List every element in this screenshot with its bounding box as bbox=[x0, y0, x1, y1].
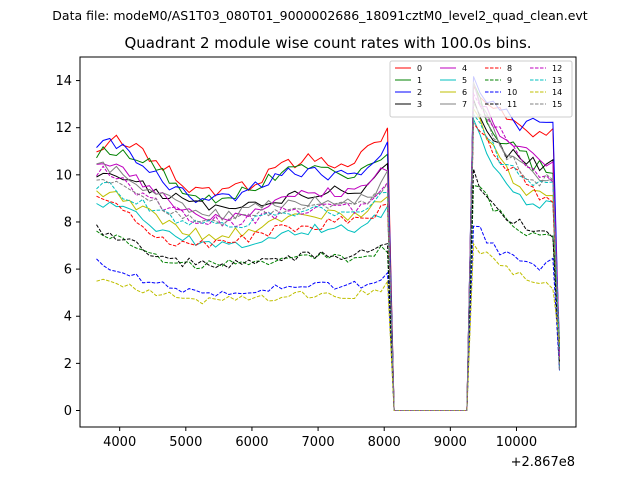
legend-label-7: 7 bbox=[462, 100, 467, 109]
y-tick-label: 0 bbox=[64, 404, 72, 419]
x-tick-label: 10000 bbox=[496, 435, 537, 450]
series-line-3 bbox=[96, 99, 560, 411]
x-tick-label: 5000 bbox=[169, 435, 202, 450]
legend-label-9: 9 bbox=[507, 76, 512, 85]
y-tick-label: 4 bbox=[64, 310, 72, 325]
y-tick-label: 12 bbox=[55, 121, 72, 136]
series-line-4 bbox=[96, 81, 560, 411]
series-line-14 bbox=[96, 242, 560, 411]
legend-label-0: 0 bbox=[417, 64, 422, 73]
legend-label-15: 15 bbox=[552, 100, 562, 109]
axes-frame bbox=[79, 56, 577, 428]
series-line-1 bbox=[96, 82, 560, 411]
legend-label-4: 4 bbox=[462, 64, 467, 73]
series-line-10 bbox=[96, 225, 560, 411]
x-tick-label: 9000 bbox=[434, 435, 467, 450]
series-line-12 bbox=[96, 92, 560, 411]
legend-box bbox=[389, 60, 573, 118]
x-tick-label: 6000 bbox=[235, 435, 268, 450]
legend-label-6: 6 bbox=[462, 88, 467, 97]
y-tick-label: 2 bbox=[64, 357, 72, 372]
legend-label-10: 10 bbox=[507, 88, 517, 97]
chart-title: Quadrant 2 module wise count rates with … bbox=[124, 34, 531, 52]
series-line-6 bbox=[96, 107, 560, 411]
y-tick-label: 8 bbox=[64, 215, 72, 230]
series-line-7 bbox=[96, 81, 560, 411]
series-line-13 bbox=[96, 112, 560, 411]
legend-label-14: 14 bbox=[552, 88, 562, 97]
legend-label-11: 11 bbox=[507, 100, 517, 109]
series-line-8 bbox=[96, 121, 560, 411]
legend-label-1: 1 bbox=[417, 76, 422, 85]
series-line-0 bbox=[96, 84, 560, 411]
x-tick-label: 7000 bbox=[302, 435, 335, 450]
legend-label-2: 2 bbox=[417, 88, 422, 97]
x-tick-label: 4000 bbox=[103, 435, 136, 450]
legend-label-8: 8 bbox=[507, 64, 512, 73]
series-line-5 bbox=[96, 119, 560, 411]
series-line-9 bbox=[96, 184, 560, 411]
series-line-11 bbox=[96, 168, 560, 411]
y-tick-label: 10 bbox=[55, 168, 72, 183]
legend-label-3: 3 bbox=[417, 100, 422, 109]
legend-label-5: 5 bbox=[462, 76, 467, 85]
x-offset-label: +2.867e8 bbox=[511, 455, 575, 470]
series-line-15 bbox=[96, 101, 560, 411]
plot-area bbox=[96, 76, 560, 411]
suptitle: Data file: modeM0/AS1T03_080T01_90000026… bbox=[52, 8, 587, 23]
y-tick-label: 6 bbox=[64, 263, 72, 278]
legend-label-13: 13 bbox=[552, 76, 562, 85]
x-tick-label: 8000 bbox=[368, 435, 401, 450]
y-tick-label: 14 bbox=[55, 74, 72, 89]
legend-label-12: 12 bbox=[552, 64, 562, 73]
